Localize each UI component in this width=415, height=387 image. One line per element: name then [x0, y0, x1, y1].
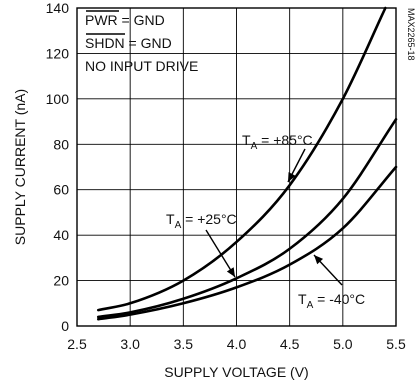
- x-tick-label: 2.5: [67, 336, 87, 352]
- tick-labels: 2.5 3.0 3.5 4.0 4.5 5.0 5.5 0 20 40 60 80 100 120 140: [46, 0, 406, 352]
- arrow-25c: [205, 229, 236, 278]
- label-symbol: T: [166, 211, 175, 227]
- x-tick-label: 3.0: [120, 336, 140, 352]
- label-condition: = -40°C: [313, 291, 365, 307]
- x-tick-label: 5.5: [386, 336, 406, 352]
- y-tick-label: 60: [53, 182, 69, 198]
- label-subscript: A: [175, 220, 182, 231]
- curves: [96, 6, 398, 321]
- label-25c: TA = +25°C: [166, 211, 237, 231]
- y-tick-label: 100: [46, 91, 70, 107]
- y-tick-label: 40: [53, 227, 69, 243]
- y-tick-label: 120: [46, 45, 70, 61]
- plot-frame: [76, 7, 397, 327]
- label-subscript: A: [307, 300, 314, 311]
- x-tick-label: 4.5: [280, 336, 300, 352]
- figure-code: MAX2265-18: [406, 8, 415, 61]
- label-symbol: T: [298, 291, 307, 307]
- test-conditions: PWR = GND SHDN = GND NO INPUT DRIVE: [85, 10, 198, 74]
- label-85c: TA = +85°C: [242, 132, 313, 152]
- x-tick-label: 3.5: [174, 336, 194, 352]
- label-subscript: A: [251, 141, 258, 152]
- label-symbol: T: [242, 132, 251, 148]
- curve-85c: [96, 6, 387, 312]
- condition-no-input-drive: NO INPUT DRIVE: [85, 58, 198, 74]
- y-tick-label: 140: [46, 0, 70, 16]
- label-condition: = +85°C: [257, 132, 312, 148]
- y-axis-title: SUPPLY CURRENT (nA): [12, 89, 28, 245]
- x-tick-label: 5.0: [333, 336, 353, 352]
- curve-labels: TA = +85°CTA = +25°CTA = -40°C: [166, 132, 365, 311]
- label-neg40c: TA = -40°C: [298, 291, 365, 311]
- arrow-85c: [287, 148, 306, 183]
- x-tick-label: 4.0: [227, 336, 247, 352]
- condition-shdn: SHDN = GND: [85, 35, 172, 51]
- y-tick-label: 0: [61, 318, 69, 334]
- curve-neg40c: [96, 165, 398, 321]
- curve-25c: [96, 118, 398, 319]
- y-tick-label: 20: [53, 273, 69, 289]
- x-axis-title: SUPPLY VOLTAGE (V): [164, 364, 308, 380]
- label-condition: = +25°C: [181, 211, 236, 227]
- arrow-neg40c: [313, 254, 343, 286]
- condition-pwr: PWR = GND: [85, 12, 165, 28]
- y-tick-label: 80: [53, 136, 69, 152]
